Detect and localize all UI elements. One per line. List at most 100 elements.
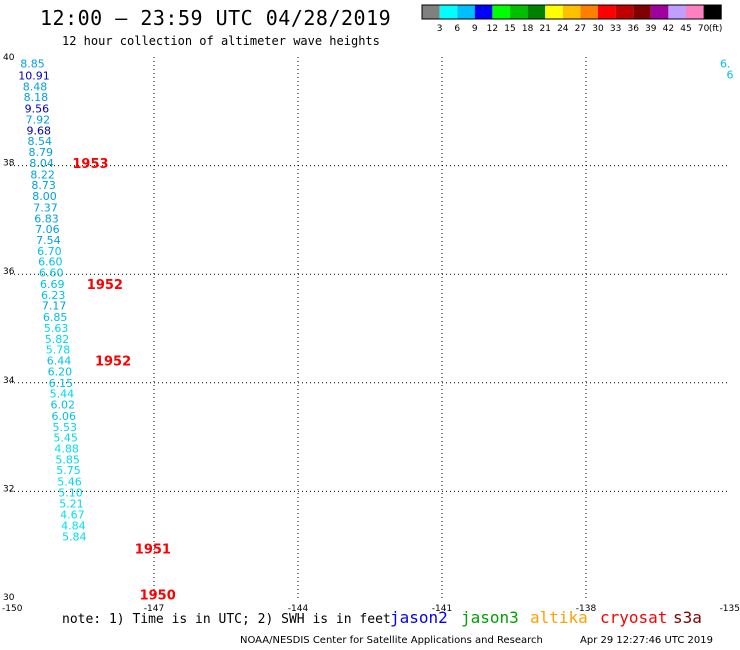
color-swatch bbox=[545, 5, 563, 19]
swh-value-label: 4.84 bbox=[61, 520, 86, 533]
color-swatch bbox=[492, 5, 510, 19]
swh-value-label: 5.63 bbox=[44, 322, 69, 335]
footnote: note: 1) Time is in UTC; 2) SWH is in fe… bbox=[62, 612, 391, 627]
color-swatch bbox=[598, 5, 616, 19]
swh-value-label: 5.82 bbox=[45, 333, 70, 346]
pass-time-label: 1953 bbox=[72, 157, 108, 172]
swh-value-label: 5.21 bbox=[59, 497, 84, 510]
colorbar-tick-label: 21 bbox=[539, 24, 550, 34]
swh-value-label: 8.79 bbox=[28, 146, 53, 159]
y-tick-label: 32 bbox=[3, 484, 14, 494]
pass-time-label: 1950 bbox=[140, 589, 176, 604]
swh-value-label: 5.53 bbox=[52, 421, 77, 434]
swh-value-label: 10.91 bbox=[18, 69, 50, 82]
swh-value-label: 8.85 bbox=[20, 58, 45, 71]
colorbar-tick-label: 18 bbox=[522, 24, 534, 34]
swh-value-label: 6.69 bbox=[40, 278, 65, 291]
x-tick-label: -138 bbox=[576, 604, 597, 614]
swh-value-label: 8.18 bbox=[24, 91, 49, 104]
color-swatch bbox=[510, 5, 528, 19]
colorbar-frame bbox=[421, 4, 722, 20]
swh-value-label: 5.85 bbox=[55, 453, 80, 466]
color-swatch bbox=[474, 5, 493, 19]
colorbar-tick-label: 12 bbox=[487, 24, 498, 34]
color-swatch bbox=[615, 5, 634, 19]
map-title: 12:00 – 23:59 UTC 04/28/2019 bbox=[40, 6, 392, 30]
swh-value-label: 6.83 bbox=[34, 212, 59, 225]
color-swatch bbox=[527, 5, 546, 19]
color-swatch bbox=[457, 5, 475, 19]
swh-value-label: 6.20 bbox=[48, 365, 73, 378]
swh-value-label: 6.06 bbox=[52, 410, 77, 423]
swh-value-label: 6. bbox=[720, 58, 731, 71]
colorbar-unit-label: (ft) bbox=[709, 24, 723, 34]
colorbar-tick-label: 42 bbox=[663, 24, 674, 34]
colorbar-tick-label: 9 bbox=[472, 24, 478, 34]
swh-value-label: 7.92 bbox=[26, 113, 51, 126]
swh-value-label: 7.06 bbox=[35, 223, 60, 236]
legend-cryosat: cryosat bbox=[600, 608, 668, 627]
color-swatch bbox=[580, 5, 598, 19]
colorbar-tick-label: 36 bbox=[627, 24, 639, 34]
swh-value-label: 8.22 bbox=[30, 168, 55, 181]
swh-value-label: 5.84 bbox=[62, 530, 87, 543]
color-swatch bbox=[439, 5, 458, 19]
pass-time-label: 1951 bbox=[135, 542, 171, 557]
map-subtitle: 12 hour collection of altimeter wave hei… bbox=[62, 34, 380, 48]
pass-time-label: 1952 bbox=[87, 278, 123, 293]
generation-timestamp: Apr 29 12:27:46 UTC 2019 bbox=[580, 635, 713, 646]
swh-value-label: 7.17 bbox=[42, 300, 67, 313]
swh-value-label: 7.37 bbox=[33, 201, 58, 214]
color-scale-bar: 3 6 9 12 15 18 21 24 27 30 33 36 39 42 45 70 (ft) bbox=[421, 4, 723, 34]
swh-value-label: 5.10 bbox=[58, 486, 83, 499]
legend-jason3: jason3 bbox=[461, 608, 519, 627]
swh-value-label: 6.23 bbox=[41, 289, 66, 302]
color-swatch bbox=[422, 5, 440, 19]
swh-value-label: 6.15 bbox=[49, 377, 74, 390]
swh-value-label: 6.44 bbox=[47, 355, 72, 368]
colorbar-tick-label: 24 bbox=[557, 24, 569, 34]
swh-value-label: 8.04 bbox=[29, 157, 54, 170]
swh-value-label: 6.02 bbox=[51, 399, 76, 412]
colorbar-tick-label: 6 bbox=[454, 24, 460, 34]
colorbar-tick-label: 45 bbox=[680, 24, 691, 34]
swh-value-label: 7.54 bbox=[36, 234, 61, 247]
y-tick-label: 36 bbox=[3, 267, 15, 277]
colorbar-tick-label: 30 bbox=[592, 24, 604, 34]
swh-value-label: 8.54 bbox=[28, 135, 53, 148]
swh-value-label: 6.60 bbox=[38, 256, 63, 269]
legend-jason2: jason2 bbox=[390, 608, 448, 627]
color-swatch bbox=[703, 5, 722, 19]
legend-altika: altika bbox=[530, 608, 588, 627]
y-tick-label: 40 bbox=[3, 53, 15, 63]
color-swatch bbox=[633, 5, 651, 19]
color-swatch bbox=[650, 5, 669, 19]
colorbar-tick-label: 27 bbox=[575, 24, 586, 34]
colorbar-tick-label: 3 bbox=[437, 24, 443, 34]
swh-value-label: 8.73 bbox=[31, 179, 56, 192]
pass-time-label: 1952 bbox=[95, 355, 131, 370]
swh-value-label: 9.68 bbox=[27, 124, 52, 137]
colorbar-tick-label: 39 bbox=[645, 24, 657, 34]
swh-value-label: 6.60 bbox=[39, 267, 64, 280]
colorbar-tick-label: 15 bbox=[504, 24, 515, 34]
color-swatch bbox=[562, 5, 581, 19]
swh-value-label: 5.46 bbox=[57, 476, 82, 489]
credit-line: NOAA/NESDIS Center for Satellite Applica… bbox=[240, 635, 543, 646]
x-tick-label: -135 bbox=[720, 604, 740, 614]
y-tick-label: 38 bbox=[3, 159, 15, 169]
swh-value-label: 5.45 bbox=[53, 432, 78, 445]
swh-value-label: 5.78 bbox=[46, 344, 71, 357]
color-swatch bbox=[668, 5, 686, 19]
x-tick-label: -141 bbox=[432, 604, 452, 614]
y-tick-label: 34 bbox=[3, 376, 15, 386]
swh-value-label: 4.88 bbox=[54, 443, 79, 456]
colorbar-tick-label: 33 bbox=[610, 24, 621, 34]
swh-value-label: 8.00 bbox=[32, 190, 57, 203]
x-tick-label: -150 bbox=[2, 604, 23, 614]
x-tick-label: -144 bbox=[288, 604, 309, 614]
swh-value-label: 5.75 bbox=[56, 464, 81, 477]
swh-value-label: 6.85 bbox=[43, 311, 68, 324]
swh-value-label: 9.56 bbox=[25, 103, 50, 116]
